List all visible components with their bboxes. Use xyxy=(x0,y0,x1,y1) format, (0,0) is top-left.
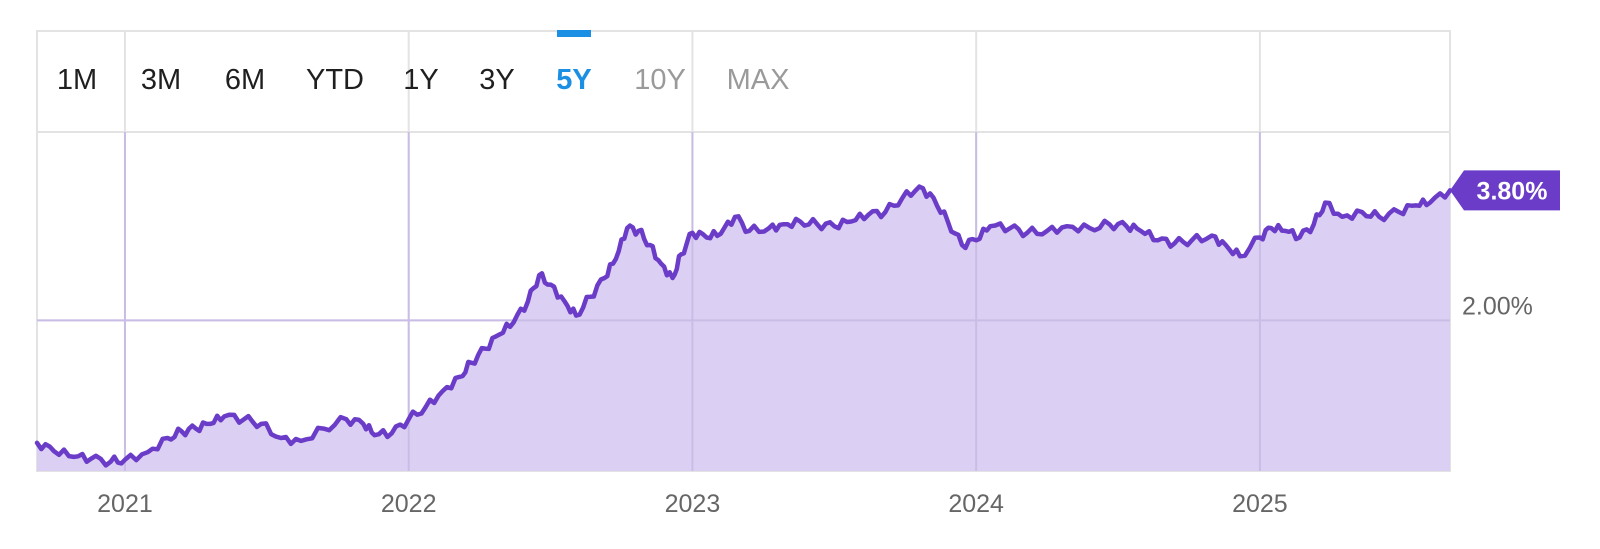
area-fill xyxy=(37,186,1450,471)
last-value-badge-shape xyxy=(1450,170,1560,211)
last-value-label: 3.80% xyxy=(1477,177,1548,205)
active-range-indicator xyxy=(557,30,591,37)
x-tick-label: 2021 xyxy=(97,490,153,518)
x-tick-label: 2025 xyxy=(1232,490,1288,518)
range-tab-1y[interactable]: 1Y xyxy=(403,64,439,96)
area-layer xyxy=(34,132,1453,471)
y-tick-label: 2.00% xyxy=(1462,292,1533,320)
range-tab-6m[interactable]: 6M xyxy=(224,64,266,96)
range-tab-10y: 10Y xyxy=(634,64,686,96)
range-tab-5y[interactable]: 5Y xyxy=(556,64,592,96)
x-tick-label: 2023 xyxy=(665,490,721,518)
range-tab-1m[interactable]: 1M xyxy=(56,64,98,96)
range-tab-3m[interactable]: 3M xyxy=(140,64,182,96)
series-line[interactable] xyxy=(34,184,1453,468)
last-value-badge: 3.80% xyxy=(1450,170,1560,211)
range-tab-ytd[interactable]: YTD xyxy=(306,64,364,96)
x-tick-label: 2022 xyxy=(381,490,437,518)
range-tab-3y[interactable]: 3Y xyxy=(479,64,515,96)
range-tab-max: MAX xyxy=(726,64,790,96)
axis-labels: 2021 2022 2023 2024 2025 2.00% xyxy=(97,292,1533,518)
x-tick-label: 2024 xyxy=(948,490,1004,518)
